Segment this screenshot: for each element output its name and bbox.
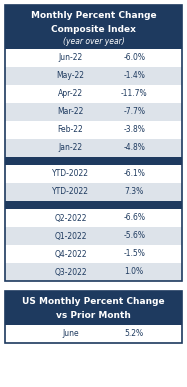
Text: Mar-22: Mar-22 <box>57 108 84 116</box>
Bar <box>5 103 182 121</box>
Bar <box>5 227 182 245</box>
Bar <box>5 121 182 139</box>
Text: Q2-2022: Q2-2022 <box>54 214 87 223</box>
Bar <box>5 245 182 263</box>
Text: -1.5%: -1.5% <box>123 250 145 259</box>
Bar <box>5 201 182 209</box>
Text: 1.0%: 1.0% <box>125 267 144 276</box>
Text: Monthly Percent Change: Monthly Percent Change <box>31 11 156 20</box>
Bar <box>5 49 182 67</box>
Text: Q4-2022: Q4-2022 <box>54 250 87 259</box>
Text: -6.0%: -6.0% <box>123 53 145 62</box>
Text: Feb-22: Feb-22 <box>58 125 83 135</box>
Bar <box>5 5 182 49</box>
Text: YTD-2022: YTD-2022 <box>52 170 89 178</box>
Text: -3.8%: -3.8% <box>123 125 145 135</box>
Text: Apr-22: Apr-22 <box>58 89 83 99</box>
Text: -5.6%: -5.6% <box>123 231 145 240</box>
Text: -7.7%: -7.7% <box>123 108 145 116</box>
Text: vs Prior Month: vs Prior Month <box>56 311 131 320</box>
Text: Composite Index: Composite Index <box>51 25 136 34</box>
Text: 5.2%: 5.2% <box>125 329 144 339</box>
Bar <box>5 5 182 281</box>
Bar <box>5 67 182 85</box>
Text: -1.4%: -1.4% <box>123 72 145 80</box>
Text: -6.6%: -6.6% <box>123 214 145 223</box>
Text: 7.3%: 7.3% <box>125 187 144 197</box>
Bar <box>5 263 182 281</box>
Text: Jan-22: Jan-22 <box>58 144 82 152</box>
Bar <box>5 139 182 157</box>
Text: June: June <box>62 329 79 339</box>
Text: YTD-2022: YTD-2022 <box>52 187 89 197</box>
Text: -6.1%: -6.1% <box>123 170 145 178</box>
Text: Q1-2022: Q1-2022 <box>54 231 87 240</box>
Bar <box>5 325 182 343</box>
Text: -11.7%: -11.7% <box>121 89 148 99</box>
Text: US Monthly Percent Change: US Monthly Percent Change <box>22 297 165 307</box>
Bar <box>5 165 182 183</box>
Bar <box>5 85 182 103</box>
Bar <box>5 183 182 201</box>
Text: -4.8%: -4.8% <box>123 144 145 152</box>
Bar <box>5 291 182 343</box>
Text: (year over year): (year over year) <box>63 37 124 46</box>
Text: Q3-2022: Q3-2022 <box>54 267 87 276</box>
Text: May-22: May-22 <box>56 72 85 80</box>
Text: Jun-22: Jun-22 <box>58 53 83 62</box>
Bar <box>5 209 182 227</box>
Bar <box>5 157 182 165</box>
Bar <box>5 291 182 325</box>
